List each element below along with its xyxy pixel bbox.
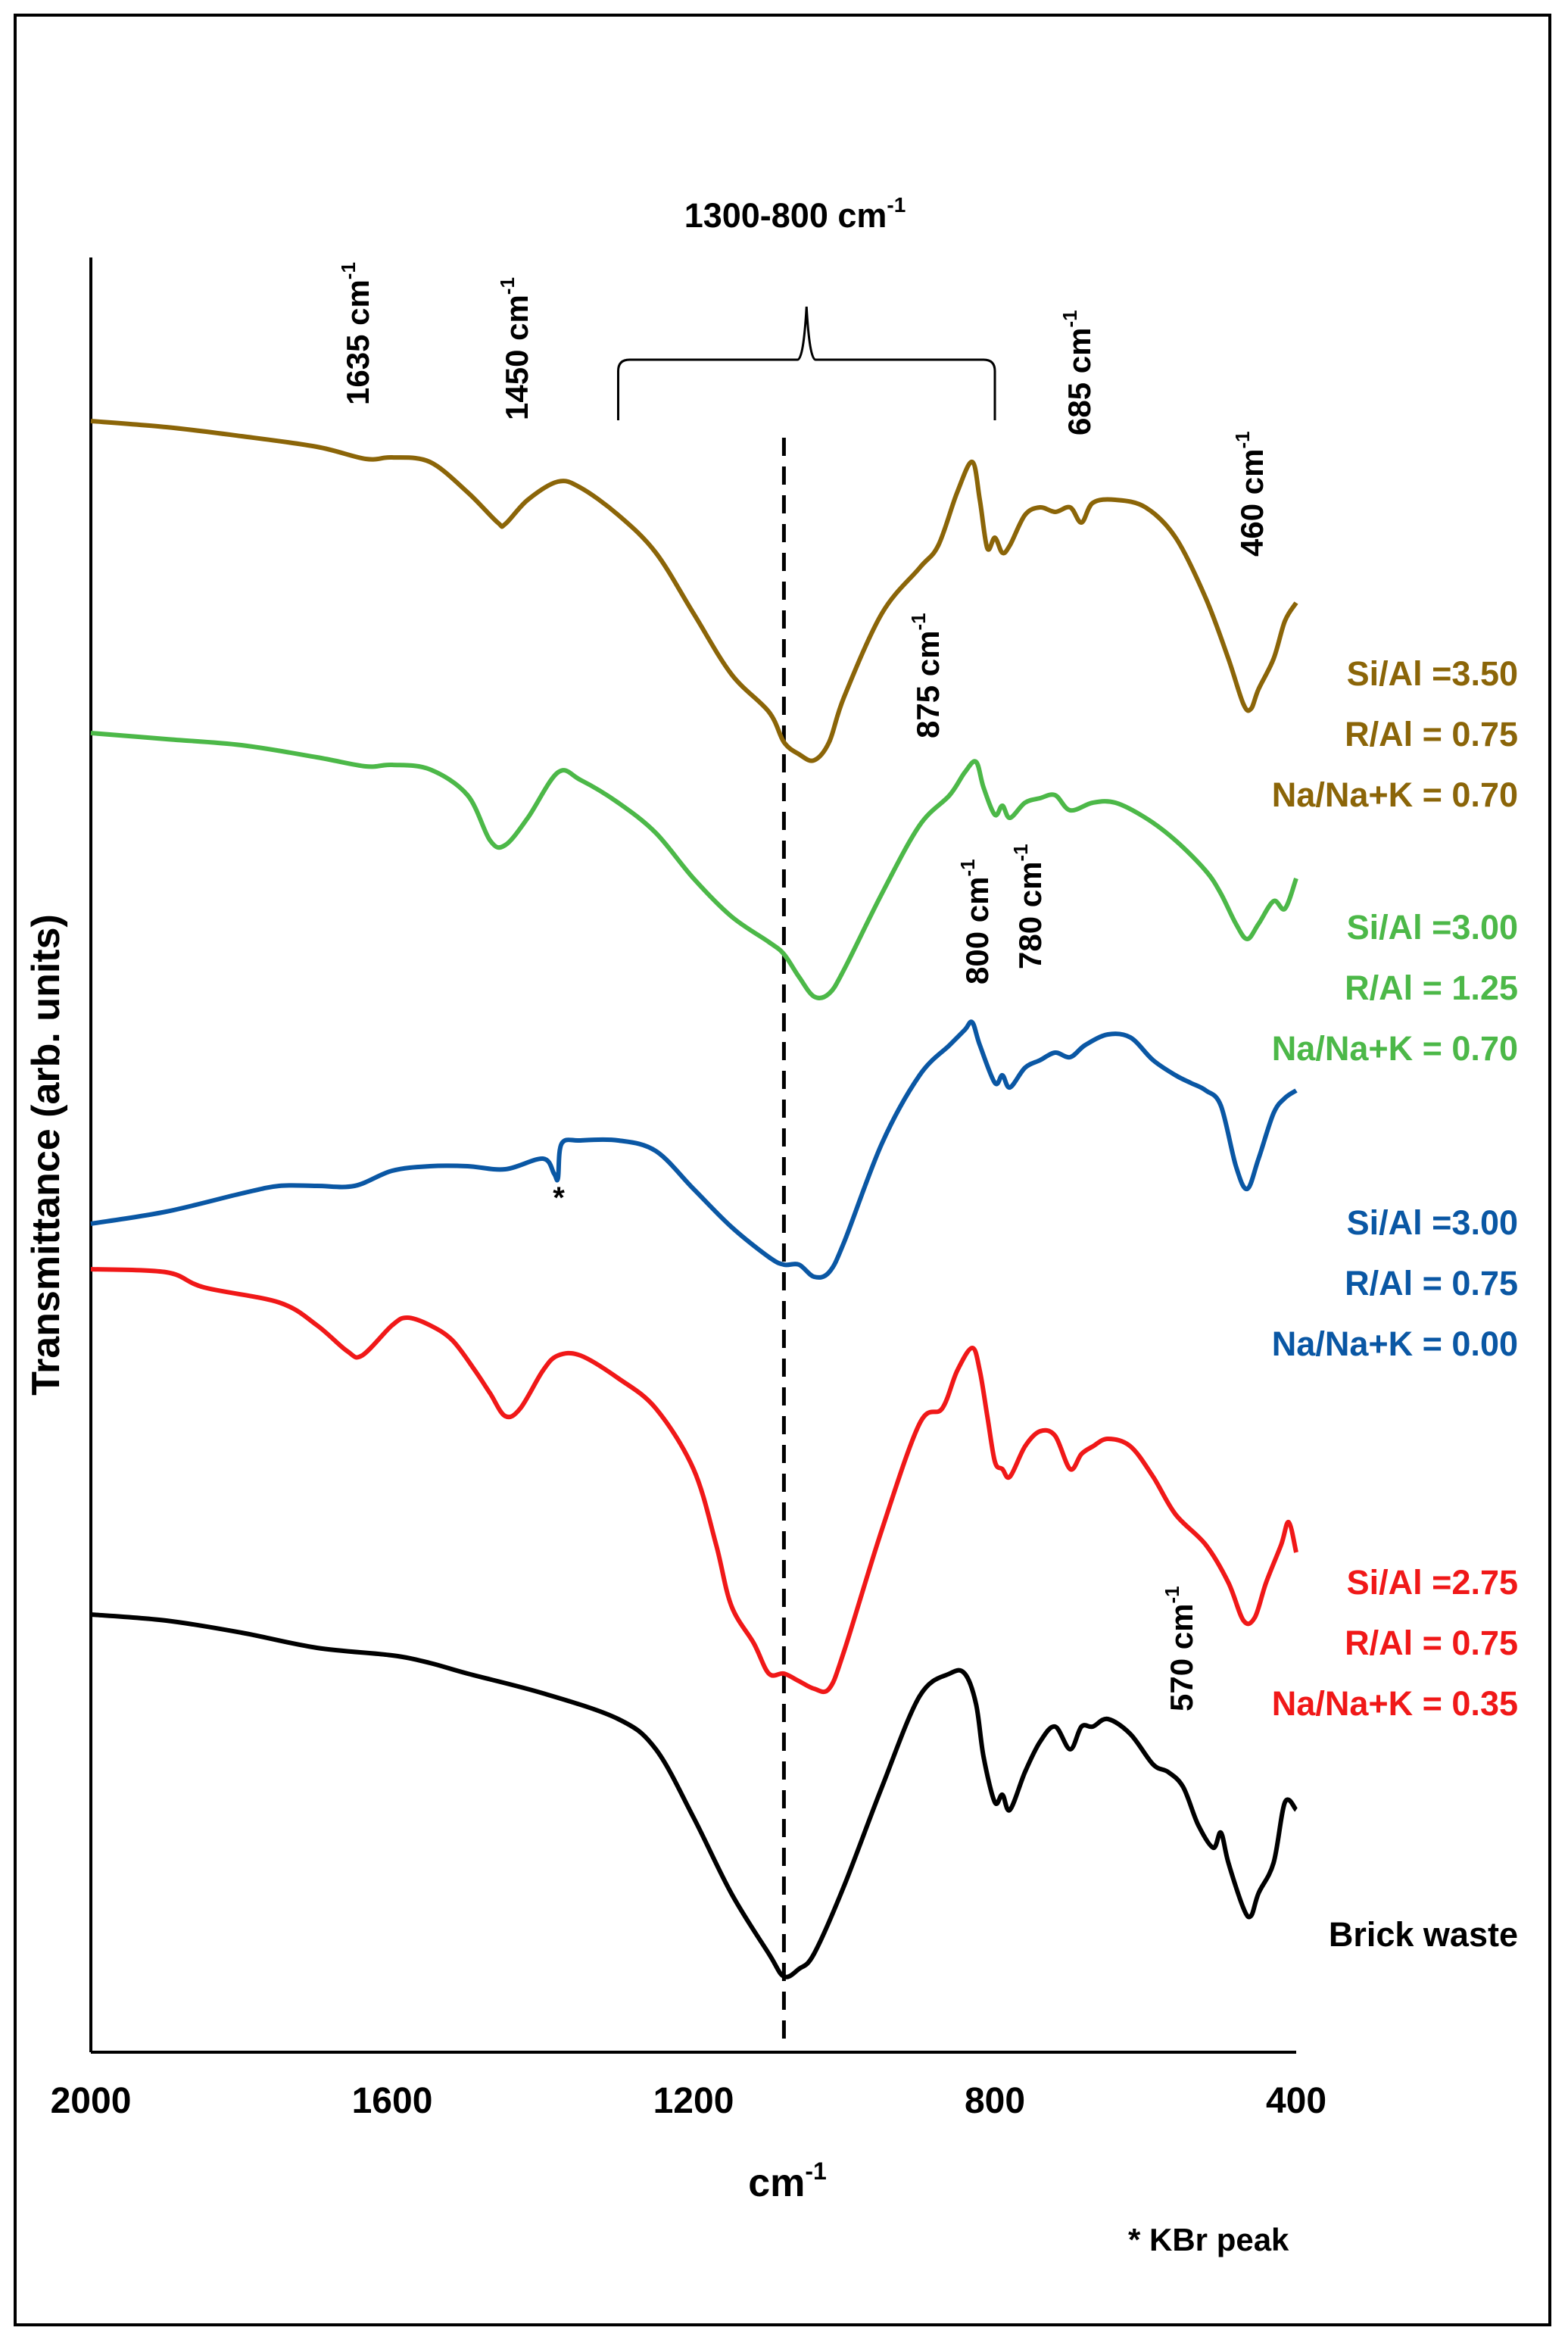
figure-border — [14, 14, 1551, 2326]
spectra-curves — [90, 419, 1298, 1980]
peak-label-570: 570 cm-1 — [1161, 1586, 1199, 1711]
peak-label-800: 800 cm-1 — [956, 859, 995, 984]
peak-label-780: 780 cm-1 — [1009, 844, 1048, 969]
x-tick-label: 1200 — [653, 2081, 734, 2121]
series-line-3 — [90, 1019, 1298, 1280]
x-axis-title: cm-1 — [748, 2157, 827, 2205]
legend-entry-1: Si/Al =3.50 — [1347, 654, 1518, 693]
legend-entry-5: Brick waste — [1329, 1915, 1518, 1954]
legend-entry-1: Na/Na+K = 0.70 — [1272, 775, 1518, 814]
peak-label-685: 685 cm-1 — [1058, 310, 1097, 435]
x-tick-label: 1600 — [352, 2081, 433, 2121]
series-line-2 — [90, 731, 1298, 1000]
peak-label-1450: 1450 cm-1 — [496, 277, 535, 420]
range-brace — [617, 306, 996, 420]
peak-label-1635: 1635 cm-1 — [337, 262, 376, 405]
series-legend: Si/Al =3.50 R/Al = 0.75 Na/Na+K = 0.70 Si/A… — [1272, 654, 1518, 1954]
series-line-1 — [90, 419, 1298, 763]
legend-entry-4: R/Al = 0.75 — [1345, 1624, 1518, 1662]
legend-entry-2: Na/Na+K = 0.70 — [1272, 1029, 1518, 1068]
footnote: * KBr peak — [1128, 2222, 1289, 2257]
legend-entry-4: Si/Al =2.75 — [1347, 1563, 1518, 1602]
peak-label-875: 875 cm-1 — [907, 613, 946, 738]
x-tick-label: 2000 — [51, 2081, 132, 2121]
x-tick-label: 400 — [1266, 2081, 1326, 2121]
x-tick-label: 800 — [965, 2081, 1025, 2121]
kbr-marker: * — [553, 1181, 565, 1215]
series-line-4 — [90, 1267, 1298, 1695]
legend-entry-3: Na/Na+K = 0.00 — [1272, 1324, 1518, 1363]
legend-entry-3: R/Al = 0.75 — [1345, 1264, 1518, 1303]
series-line-5 — [90, 1612, 1298, 1980]
legend-entry-2: R/Al = 1.25 — [1345, 969, 1518, 1007]
range-annotation: 1300-800 cm-1 — [684, 193, 906, 235]
y-axis-title: Transmittance (arb. units) — [24, 914, 68, 1396]
legend-entry-3: Si/Al =3.00 — [1347, 1203, 1518, 1242]
peak-label-460: 460 cm-1 — [1231, 431, 1270, 557]
x-tick-labels: 2000 1600 1200 800 400 — [51, 2081, 1326, 2121]
legend-entry-1: R/Al = 0.75 — [1345, 715, 1518, 753]
legend-entry-2: Si/Al =3.00 — [1347, 908, 1518, 947]
legend-entry-4: Na/Na+K = 0.35 — [1272, 1684, 1518, 1723]
peak-annotations: 1635 cm-1 1450 cm-1 1300-800 cm-1 685 cm-1 4… — [337, 193, 1270, 1711]
